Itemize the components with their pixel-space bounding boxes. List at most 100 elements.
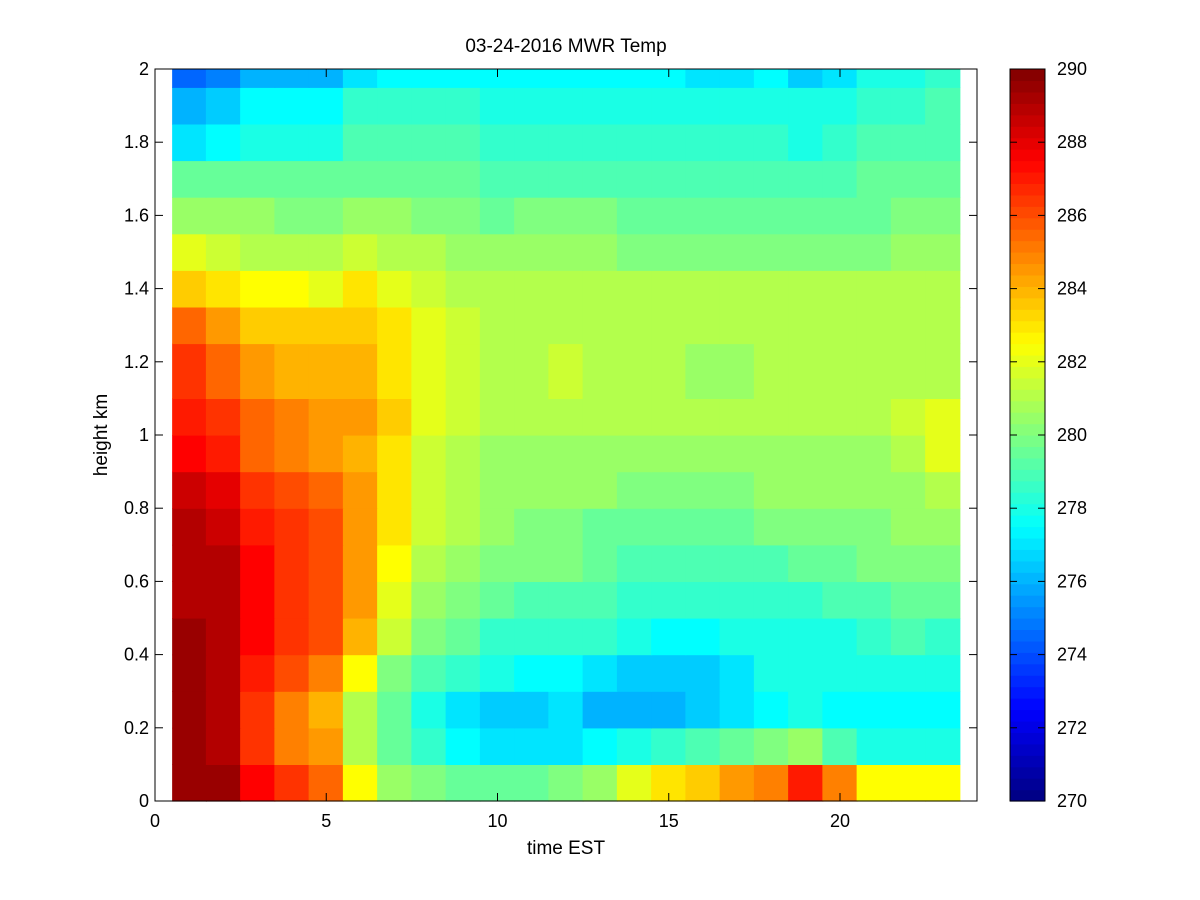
heatmap-cell — [788, 544, 824, 582]
heatmap-cell — [445, 398, 481, 436]
heatmap-cell — [890, 471, 927, 509]
y-tick-label: 0.2 — [124, 718, 149, 738]
heatmap-cell — [205, 306, 242, 345]
heatmap-cell — [514, 343, 550, 399]
heatmap-cell — [582, 618, 618, 656]
heatmap-cell — [822, 508, 858, 546]
heatmap-cell — [205, 197, 242, 235]
heatmap-cell — [205, 508, 242, 546]
heatmap-cell — [788, 306, 824, 345]
colorbar-tick-label: 282 — [1057, 352, 1087, 372]
heatmap-cell — [342, 270, 379, 308]
colorbar-tick-label: 284 — [1057, 279, 1087, 299]
heatmap-cell — [514, 508, 550, 546]
heatmap-cell — [548, 306, 584, 345]
heatmap-cell — [172, 727, 207, 765]
heatmap-cell — [582, 654, 618, 692]
colorbar-segment — [1010, 412, 1045, 425]
colorbar-segment — [1010, 618, 1045, 631]
heatmap-cell — [548, 508, 584, 546]
heatmap-cell — [753, 764, 790, 802]
heatmap-cell — [514, 69, 550, 88]
y-tick-label: 1.4 — [124, 279, 149, 299]
heatmap-cell — [890, 544, 927, 582]
heatmap-cell — [788, 87, 824, 125]
heatmap-cell — [342, 233, 379, 271]
heatmap-cell — [445, 233, 481, 271]
heatmap-cell — [274, 233, 310, 271]
heatmap-cell — [172, 306, 207, 345]
heatmap-cell — [445, 654, 481, 692]
heatmap-cell — [685, 69, 721, 88]
heatmap-cell — [445, 471, 481, 509]
heatmap-cell — [377, 435, 413, 473]
heatmap-cell — [856, 197, 892, 235]
heatmap-cell — [411, 160, 447, 198]
heatmap-cell — [616, 398, 653, 436]
heatmap-cell — [274, 160, 310, 198]
colorbar-segment — [1010, 446, 1045, 459]
heatmap-cell — [240, 197, 276, 235]
colorbar-segment — [1010, 389, 1045, 402]
heatmap-cell — [822, 544, 858, 582]
heatmap-cell — [822, 123, 858, 162]
heatmap-cell — [856, 435, 892, 473]
heatmap-cell — [890, 343, 927, 399]
heatmap-cell — [616, 435, 653, 473]
heatmap-cell — [685, 471, 721, 509]
heatmap-cell — [753, 160, 790, 198]
heatmap-cell — [822, 398, 858, 436]
colorbar-segment — [1010, 435, 1045, 448]
heatmap-cell — [685, 398, 721, 436]
heatmap-cell — [685, 87, 721, 125]
colorbar-segment — [1010, 229, 1045, 242]
heatmap-cell — [342, 87, 379, 125]
heatmap-cell — [582, 197, 618, 235]
heatmap-cell — [274, 508, 310, 546]
colorbar-segment — [1010, 652, 1045, 665]
heatmap-cell — [548, 618, 584, 656]
heatmap-cell — [925, 87, 961, 125]
heatmap-cell — [205, 581, 242, 619]
heatmap-cell — [479, 581, 516, 619]
colorbar-segment — [1010, 240, 1045, 253]
heatmap-cell — [479, 691, 516, 729]
y-tick-label: 0.4 — [124, 645, 149, 665]
heatmap-cell — [411, 435, 447, 473]
colorbar-segment — [1010, 469, 1045, 482]
colorbar-segment — [1010, 778, 1045, 791]
heatmap-cell — [172, 123, 207, 162]
colorbar-segment — [1010, 755, 1045, 768]
y-tick-label: 1.8 — [124, 132, 149, 152]
heatmap-cell — [616, 618, 653, 656]
heatmap-cell — [925, 508, 961, 546]
heatmap-cell — [753, 581, 790, 619]
heatmap-cell — [377, 764, 413, 802]
heatmap-cell — [411, 123, 447, 162]
heatmap-cell — [856, 544, 892, 582]
heatmap-cell — [753, 618, 790, 656]
heatmap-cell — [890, 508, 927, 546]
heatmap-cell — [514, 691, 550, 729]
heatmap-cell — [822, 654, 858, 692]
x-tick-label: 15 — [659, 811, 679, 831]
heatmap-cell — [719, 306, 755, 345]
heatmap-cell — [548, 123, 584, 162]
heatmap-cell — [172, 398, 207, 436]
heatmap-cell — [274, 398, 310, 436]
heatmap-cell — [788, 691, 824, 729]
heatmap-cell — [274, 727, 310, 765]
heatmap-cell — [479, 471, 516, 509]
colorbar-segment — [1010, 400, 1045, 413]
heatmap-cell — [719, 764, 755, 802]
colorbar-segment — [1010, 274, 1045, 287]
heatmap-cell — [616, 764, 653, 802]
heatmap-cell — [890, 87, 927, 125]
heatmap-cell — [925, 544, 961, 582]
heatmap-cell — [479, 123, 516, 162]
heatmap-cell — [411, 69, 447, 88]
heatmap-cell — [514, 270, 550, 308]
heatmap-cell — [514, 123, 550, 162]
heatmap-cell — [411, 691, 447, 729]
